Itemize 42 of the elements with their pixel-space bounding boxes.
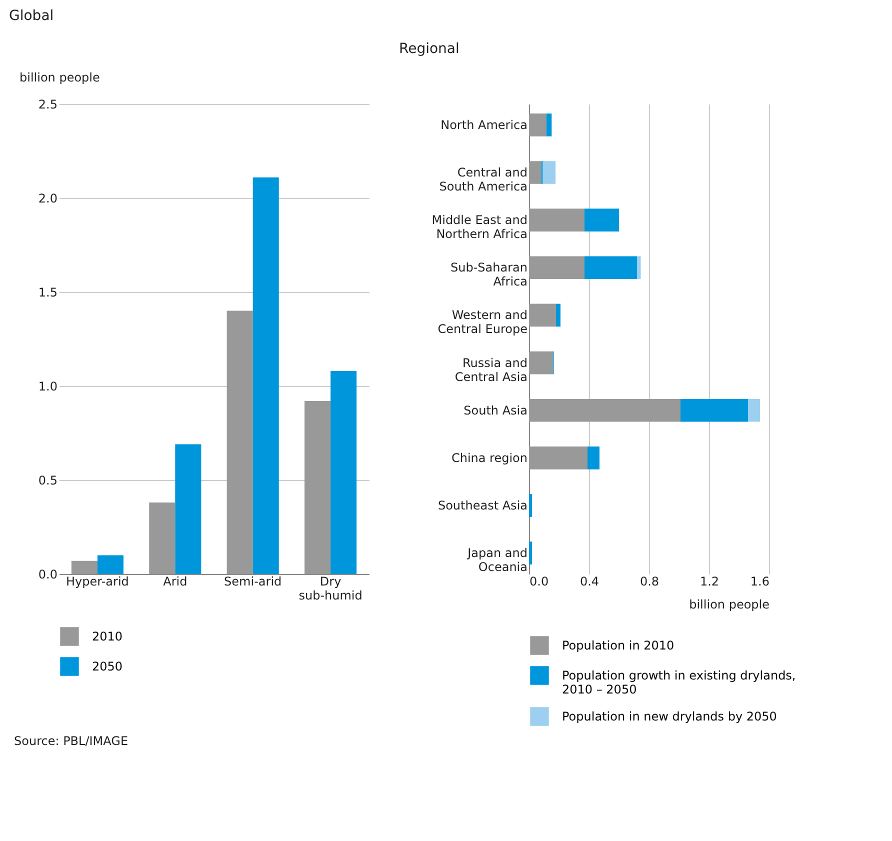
y-tick-label: South Asia [464, 403, 528, 418]
y-tick-label: Central and South America [439, 166, 528, 194]
y-tick-label: North America [440, 118, 528, 132]
y-tick-label: 1.5 [38, 286, 58, 300]
y-tick-label: Russia and Central Asia [454, 356, 528, 384]
chart-title: Regional [399, 41, 460, 57]
legend-label: Population in new drylands by 2050 [562, 710, 777, 724]
y-tick-label: 0.5 [38, 474, 58, 488]
bar [330, 370, 357, 574]
y-tick-label: Sub-Saharan Africa [450, 260, 528, 289]
bar [149, 502, 176, 574]
y-tick-label: China region [451, 450, 528, 465]
legend-label: Population growth in existing drylands, 2010 – 2050 [562, 668, 796, 696]
bar [71, 560, 98, 574]
y-axis-title: billion people [20, 70, 100, 84]
bar [226, 310, 253, 574]
x-tick-label: Semi-arid [224, 574, 282, 588]
y-tick-label: Japan and Oceania [466, 546, 528, 574]
x-tick-label: 0.4 [580, 574, 600, 588]
x-axis-title: billion people [689, 598, 770, 612]
y-tick-label: Southeast Asia [438, 498, 528, 512]
bar [304, 401, 331, 574]
x-tick-label: 0.0 [530, 574, 549, 588]
bar [252, 177, 279, 574]
source-note: Source: PBL/IMAGE [14, 734, 128, 748]
legend-label: Population in 2010 [562, 638, 674, 652]
legend-label: 2010 [92, 630, 123, 644]
y-tick-label: Middle East and Northern Africa [432, 213, 528, 242]
bar [97, 555, 124, 574]
x-tick-label: Arid [163, 574, 188, 588]
y-tick-label: 2.0 [38, 192, 58, 206]
x-tick-label: 1.2 [700, 574, 720, 588]
y-tick-label: 1.0 [38, 380, 58, 394]
legend-label: 2050 [92, 660, 123, 674]
x-tick-label: 1.6 [750, 574, 770, 588]
x-tick-label: Hyper-arid [66, 574, 129, 588]
x-tick-label: 0.8 [640, 574, 660, 588]
bar [175, 444, 202, 574]
y-tick-label: 2.5 [38, 98, 58, 112]
y-tick-label: Western and Central Europe [438, 308, 528, 336]
chart-title: Global [9, 8, 54, 24]
x-tick-label: Dry sub-humid [298, 574, 362, 602]
